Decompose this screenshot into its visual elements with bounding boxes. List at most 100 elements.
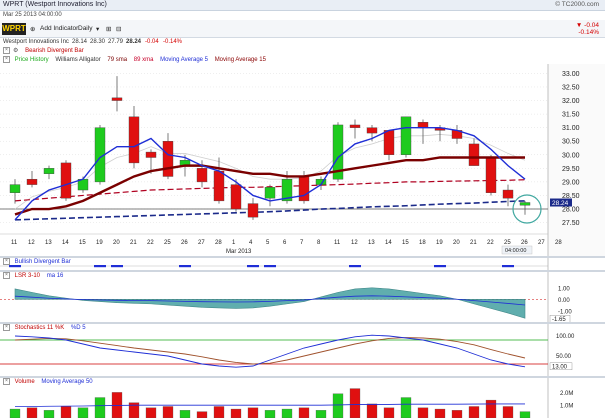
volume-bar bbox=[196, 411, 208, 418]
y-tick-label: 28.00 bbox=[562, 207, 580, 214]
zoom-in-icon[interactable]: ⊞ bbox=[106, 26, 112, 33]
legend-alligator[interactable]: Williams Alligator bbox=[55, 57, 101, 64]
x-tick-label: 22 bbox=[147, 240, 154, 246]
timeframe-select[interactable]: Daily bbox=[78, 25, 93, 32]
volume-bar bbox=[332, 393, 344, 418]
candle-body bbox=[502, 189, 514, 199]
volume-bar bbox=[315, 410, 327, 418]
bullish-divergent-header: × Bullish Divergent Bar bbox=[0, 258, 605, 267]
volume-bar bbox=[383, 407, 395, 418]
price-legend: × Price History Williams Alligator 79 sm… bbox=[0, 56, 605, 65]
x-tick-label: 15 bbox=[402, 240, 409, 246]
x-tick-label: 27 bbox=[198, 240, 205, 246]
symbol-box[interactable]: WPRT bbox=[2, 23, 26, 35]
volume-bar bbox=[519, 411, 531, 418]
x-tick-label: 28 bbox=[215, 240, 222, 246]
close-icon[interactable]: × bbox=[3, 258, 10, 265]
legend-price-history[interactable]: Price History bbox=[14, 57, 49, 64]
change-value: -0.04 bbox=[145, 39, 159, 45]
volume-bar bbox=[162, 406, 174, 418]
candle-body bbox=[349, 124, 361, 128]
candle-body bbox=[247, 203, 259, 218]
volume-bar bbox=[26, 407, 38, 418]
volume-bar bbox=[43, 410, 55, 418]
x-tick-label: 12 bbox=[28, 240, 35, 246]
y-tick-label: 31.00 bbox=[562, 125, 580, 132]
stoch-tick-label: 50.00 bbox=[556, 354, 572, 360]
settings-icon[interactable]: ⚙ bbox=[13, 48, 19, 55]
chevron-down-icon[interactable]: ▾ bbox=[96, 26, 100, 33]
ma15-line bbox=[14, 156, 525, 216]
legend-xma89[interactable]: 89 xma bbox=[133, 57, 154, 64]
lsr-last-badge: -1.65 bbox=[552, 317, 566, 322]
volume-tick-label: 1.0M bbox=[560, 404, 573, 410]
close-icon[interactable]: × bbox=[3, 324, 10, 331]
window-titlebar: WPRT (Westport Innovations Inc) © TC2000… bbox=[0, 0, 605, 11]
y-tick-label: 32.00 bbox=[562, 98, 580, 105]
candle-body bbox=[162, 141, 174, 177]
lsr-header: × LSR 3-10 ma 16 bbox=[0, 272, 605, 281]
lsr-tick-label: -1.00 bbox=[558, 309, 572, 315]
bullish-mark bbox=[94, 265, 106, 268]
x-tick-label: 19 bbox=[96, 240, 103, 246]
close-icon[interactable]: × bbox=[3, 378, 10, 385]
add-indicator-icon[interactable]: ⊕ bbox=[30, 26, 36, 33]
panel-separator[interactable] bbox=[0, 270, 605, 272]
close-icon[interactable]: × bbox=[3, 56, 10, 63]
volume-bar bbox=[298, 407, 310, 418]
x-tick-label: 14 bbox=[385, 240, 392, 246]
open-value: 28.14 bbox=[72, 39, 88, 45]
x-tick-label: 11 bbox=[334, 240, 341, 246]
candle-body bbox=[519, 202, 531, 206]
bullish-label: Bullish Divergent Bar bbox=[14, 259, 71, 266]
close-value: 28.24 bbox=[126, 39, 142, 45]
time-label: 04:00:00 bbox=[505, 248, 526, 254]
company-name: Westport Innovations Inc bbox=[3, 39, 69, 45]
x-tick-label: 26 bbox=[181, 240, 188, 246]
volume-bar bbox=[230, 408, 242, 418]
close-icon[interactable]: × bbox=[3, 47, 10, 54]
x-tick-label: 21 bbox=[130, 240, 137, 246]
price-chart[interactable]: 33.00 32.50 32.00 31.50 31.00 30.50 30.00 29.50… bbox=[0, 64, 605, 256]
candle-body bbox=[298, 176, 310, 202]
bullish-mark bbox=[264, 265, 276, 268]
panel-separator[interactable] bbox=[0, 376, 605, 378]
x-tick-label: 25 bbox=[164, 240, 171, 246]
volume-bar bbox=[247, 407, 259, 418]
candle-body bbox=[26, 178, 38, 185]
y-tick-label: 30.00 bbox=[562, 152, 580, 159]
legend-sma79[interactable]: 79 sma bbox=[107, 57, 128, 64]
x-tick-label: 8 bbox=[317, 240, 321, 246]
y-tick-label: 32.50 bbox=[562, 84, 580, 91]
legend-ma15[interactable]: Moving Average 15 bbox=[214, 57, 266, 64]
x-tick-label: 21 bbox=[470, 240, 477, 246]
volume-bar bbox=[502, 406, 514, 418]
candle-body bbox=[60, 162, 72, 199]
volume-ma-label: Moving Average 50 bbox=[41, 379, 93, 386]
price-change-box: ▼ -0.04 -0.14% bbox=[576, 22, 599, 36]
lsr-chart[interactable]: 1.00 0.00 -1.00 -1.65 bbox=[0, 272, 605, 322]
panel-separator[interactable] bbox=[0, 322, 605, 324]
stoch-tick-label: 100.00 bbox=[556, 334, 575, 340]
lsr-ma-line bbox=[14, 295, 526, 306]
add-indicator-button[interactable]: Add Indicator bbox=[40, 25, 79, 32]
candle-body bbox=[9, 184, 21, 193]
x-tick-label: 13 bbox=[45, 240, 52, 246]
lsr-area bbox=[14, 287, 526, 319]
close-icon[interactable]: × bbox=[3, 272, 10, 279]
legend-ma5[interactable]: Moving Average 5 bbox=[160, 57, 209, 64]
x-tick-label: 7 bbox=[300, 240, 304, 246]
y-tick-label: 30.50 bbox=[562, 139, 580, 146]
volume-chart[interactable]: 2.0M 1.0M bbox=[0, 378, 605, 418]
bullish-mark bbox=[111, 265, 123, 268]
zoom-out-icon[interactable]: ⊟ bbox=[116, 26, 122, 33]
y-tick-label: 31.50 bbox=[562, 112, 580, 119]
volume-bar bbox=[264, 410, 276, 418]
panel-separator[interactable] bbox=[0, 256, 605, 258]
time-label-bg bbox=[501, 245, 533, 255]
lsr-label: LSR 3-10 bbox=[14, 273, 41, 280]
stoch-label: Stochastics 11 %K bbox=[14, 325, 65, 332]
volume-bar bbox=[179, 410, 191, 418]
stochastics-chart[interactable]: 100.00 50.00 13.00 bbox=[0, 324, 605, 376]
candle-body bbox=[281, 178, 293, 202]
